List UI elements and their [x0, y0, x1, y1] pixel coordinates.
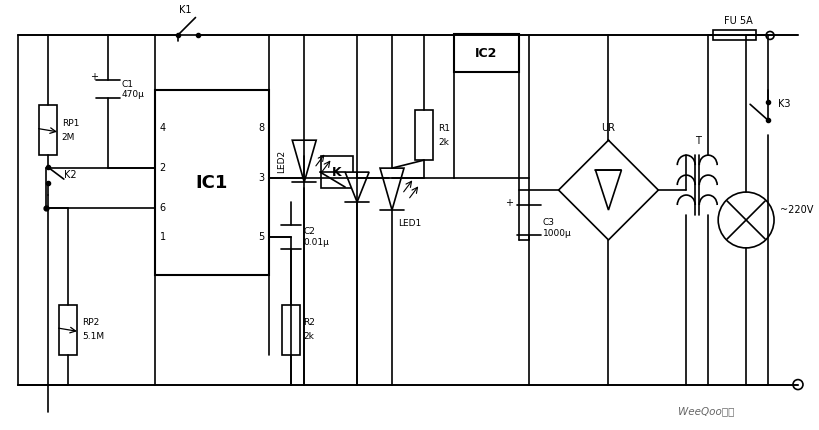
Text: 5.1M: 5.1M [82, 332, 104, 341]
Text: IC1: IC1 [196, 174, 228, 192]
Polygon shape [345, 172, 369, 202]
Text: K2: K2 [64, 170, 76, 180]
Bar [282, 305, 300, 355]
Bar [321, 156, 353, 188]
Text: WeeQoo维库: WeeQoo维库 [677, 406, 734, 417]
Text: 2M: 2M [61, 133, 75, 142]
Text: K: K [332, 166, 342, 178]
Text: RP1: RP1 [61, 119, 79, 128]
Polygon shape [292, 140, 316, 182]
Polygon shape [595, 170, 621, 210]
Text: K1: K1 [179, 5, 192, 15]
Text: 8: 8 [258, 123, 264, 133]
Bar [155, 90, 269, 275]
Text: FU 5A: FU 5A [723, 16, 752, 27]
Text: 1: 1 [160, 232, 165, 242]
Text: +: + [504, 198, 512, 208]
Text: R1: R1 [437, 124, 450, 133]
Text: 4: 4 [160, 123, 165, 133]
Text: LED1: LED1 [397, 219, 421, 228]
Bar [38, 105, 57, 155]
Bar [414, 110, 432, 160]
Text: 2k: 2k [303, 332, 314, 341]
Text: 6: 6 [160, 203, 165, 212]
Bar [453, 34, 518, 72]
Bar [713, 31, 755, 40]
Bar [59, 305, 77, 355]
Polygon shape [379, 168, 404, 210]
Text: K3: K3 [777, 99, 790, 109]
Text: C1
470μ: C1 470μ [121, 80, 144, 99]
Text: ~220V: ~220V [779, 205, 812, 215]
Text: LED2: LED2 [277, 150, 286, 173]
Text: C3
1000μ: C3 1000μ [542, 218, 571, 238]
Text: C2
0.01μ: C2 0.01μ [303, 227, 328, 247]
Text: 2: 2 [159, 163, 165, 173]
Text: R2: R2 [303, 318, 314, 327]
Text: 5: 5 [258, 232, 265, 242]
Text: T: T [695, 136, 700, 146]
Text: +: + [89, 72, 97, 83]
Text: 3: 3 [258, 172, 264, 183]
Text: UR: UR [600, 123, 615, 133]
Text: RP2: RP2 [82, 318, 99, 327]
Text: IC2: IC2 [474, 47, 497, 60]
Text: 2k: 2k [437, 138, 448, 147]
